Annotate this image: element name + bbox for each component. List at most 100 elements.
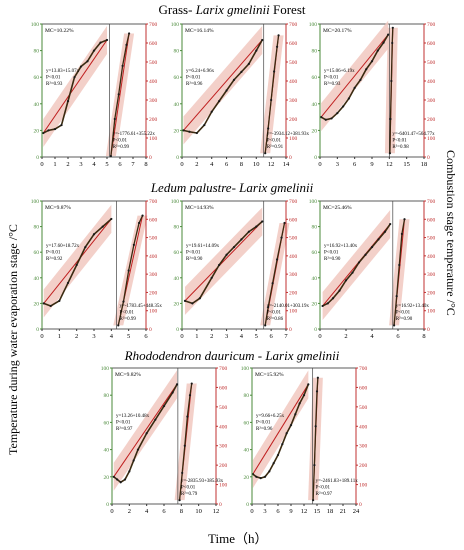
y-right-tick-label: 500 — [289, 236, 298, 242]
y-right-tick-label: 0 — [427, 327, 430, 333]
x-tick-label: 0 — [40, 161, 43, 168]
y-right-tick-label: 700 — [427, 199, 436, 205]
evap-trend-line — [183, 39, 263, 134]
evap-point — [110, 217, 113, 221]
y-right-tick-label: 100 — [359, 483, 368, 489]
comb-point — [183, 444, 186, 447]
y-right-tick-label: 200 — [219, 463, 228, 469]
y-right-tick-label: 0 — [149, 155, 152, 161]
y-right-tick-label: 500 — [289, 60, 298, 66]
y-right-tick-label: 100 — [289, 309, 298, 315]
y-right-tick-label: 0 — [359, 502, 362, 508]
panel-3: 0 20 40 60 80 100 0 100 200 300 400 500 600 700 0 3 6 9 12… — [309, 20, 436, 168]
evap-point — [128, 470, 131, 473]
comb-point — [395, 294, 398, 298]
comb-point — [264, 152, 267, 155]
evap-equation-line: P<0.01 — [46, 251, 61, 256]
y-right-tick-label: 100 — [219, 483, 228, 489]
y-left-tick-label: 100 — [171, 199, 180, 205]
evap-point — [132, 459, 135, 462]
evap-equation-line: R²=0.97 — [116, 426, 133, 432]
evap-point — [365, 68, 368, 71]
y-right-tick-label: 400 — [289, 79, 298, 85]
comb-point — [109, 154, 112, 158]
evap-point — [370, 245, 374, 249]
y-right-tick-label: 600 — [427, 41, 436, 47]
panel-1: 0 20 40 60 80 100 0 100 200 300 400 500 600 700 0 1 2 3 4 5… — [31, 22, 158, 168]
x-tick-label: 3 — [263, 508, 266, 515]
moisture-content-label: MC=15.92% — [255, 372, 284, 378]
y-right-tick-label: 200 — [149, 117, 158, 123]
y-left-tick-label: 20 — [174, 128, 180, 134]
comb-point — [275, 45, 279, 48]
evap-point — [289, 424, 293, 427]
evap-point — [247, 230, 250, 233]
evap-fit-line — [252, 384, 309, 475]
evap-point — [210, 110, 213, 113]
x-tick-label: 6 — [144, 333, 148, 340]
group-title-1-prefix: Grass- — [158, 2, 196, 17]
comb-point — [128, 32, 131, 35]
x-tick-label: 2 — [66, 161, 69, 168]
y-left-tick-label: 0 — [176, 327, 179, 333]
y-left-tick-label: 40 — [174, 276, 180, 282]
evap-point — [119, 481, 122, 484]
evap-equation-line: y=17.60+18.72x — [46, 244, 80, 249]
moisture-content-label: MC=16.14% — [185, 28, 214, 34]
x-tick-label: 2 — [75, 333, 78, 340]
y-right-tick-label: 300 — [427, 272, 436, 278]
evap-equation-line: P<0.01 — [186, 251, 201, 256]
x-tick-label: 12 — [268, 161, 275, 168]
x-tick-label: 1 — [195, 333, 198, 340]
evap-point — [105, 38, 109, 42]
group-title-2-italic: Ledum palustre- Larix gmelinii — [150, 180, 314, 195]
x-tick-label: 6 — [225, 161, 229, 168]
evap-point — [336, 112, 339, 115]
x-tick-label: 3 — [336, 161, 339, 168]
x-tick-label: 5 — [255, 333, 258, 340]
evap-point — [376, 49, 379, 52]
evap-fit-line — [43, 218, 112, 304]
y-right-tick-label: 300 — [427, 98, 436, 104]
y-left-tick-label: 20 — [34, 301, 40, 307]
evap-point — [60, 123, 63, 127]
evap-equation-line: y=16.92+13.40x — [324, 244, 358, 249]
comb-point — [315, 390, 319, 393]
y-right-tick-label: 700 — [149, 22, 158, 28]
evap-equation-line: P<0.01 — [46, 75, 61, 80]
moisture-content-label: MC=9.82% — [115, 372, 141, 378]
y-right-tick-label: 500 — [149, 60, 158, 66]
x-tick-label: 9 — [289, 508, 292, 515]
x-tick-label: 4 — [210, 161, 214, 168]
comb-point — [122, 300, 125, 303]
x-tick-label: 12 — [386, 161, 393, 168]
evap-point — [225, 253, 228, 256]
y-right-tick-label: 300 — [149, 272, 158, 278]
y-right-tick-label: 100 — [149, 309, 158, 315]
panel-8: 0 20 40 60 80 100 0 100 200 300 400 500 600 700 0 3 6 9 12… — [241, 366, 368, 515]
x-tick-label: 9 — [370, 161, 373, 168]
evap-point — [370, 60, 374, 63]
comb-point — [273, 70, 276, 73]
x-tick-label: 24 — [353, 508, 360, 515]
evap-point — [268, 470, 271, 473]
evap-equation-line: P<0.01 — [324, 75, 339, 80]
x-tick-label: 2 — [195, 161, 198, 168]
group-title-3-italic: Rhododendron dauricum - Larix gmelinii — [124, 348, 340, 363]
y-right-tick-label: 500 — [427, 236, 436, 242]
comb-point — [277, 34, 280, 37]
evap-point — [49, 304, 52, 308]
y-left-tick-label: 0 — [36, 327, 39, 333]
evap-point — [255, 225, 258, 228]
comb-point — [264, 324, 267, 327]
y-right-tick-label: 500 — [219, 405, 228, 411]
evap-point — [255, 475, 258, 478]
evap-point — [364, 253, 367, 256]
y-right-tick-label: 600 — [149, 217, 158, 223]
y-right-label: Combustion stage temperature /°C — [444, 150, 458, 316]
y-left-tick-label: 0 — [314, 327, 317, 333]
x-tick-label: 0 — [318, 161, 321, 168]
comb-equation-line: R²=0.90 — [396, 316, 413, 322]
comb-trend-line — [178, 383, 193, 501]
y-right-tick-label: 0 — [289, 155, 292, 161]
